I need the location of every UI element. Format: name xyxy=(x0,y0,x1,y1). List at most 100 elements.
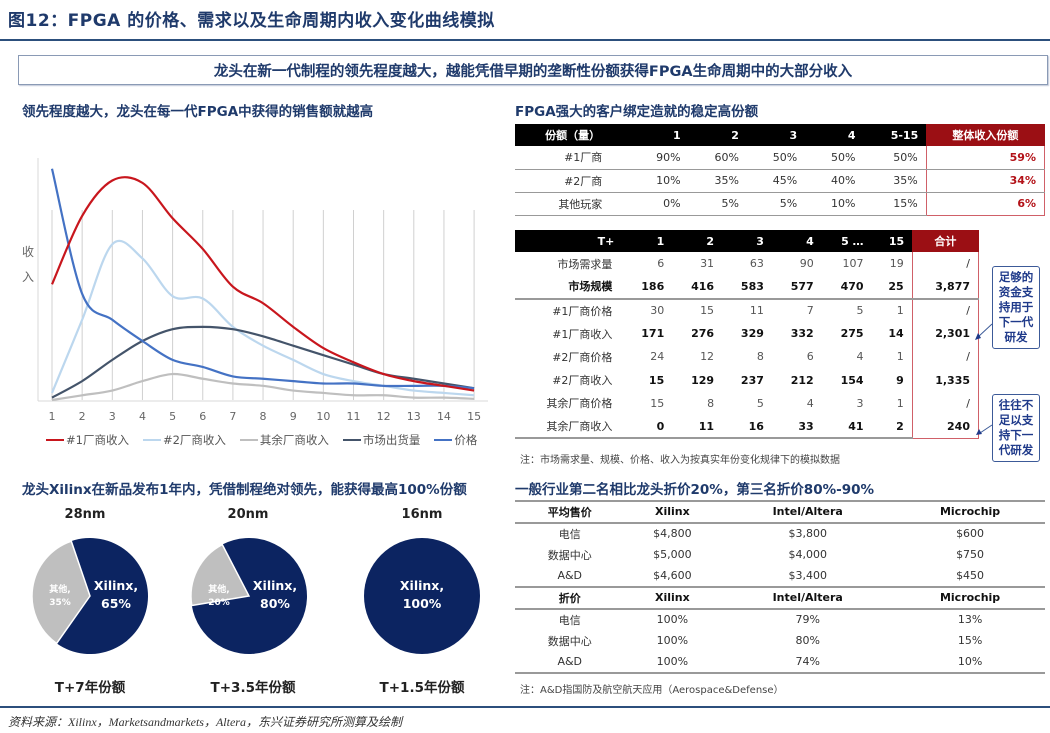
callout-line: 往往不 xyxy=(998,398,1034,412)
column-header: Microchip xyxy=(895,500,1045,524)
table-cell: 10% xyxy=(805,192,864,216)
table-cell: 2,301 xyxy=(911,321,980,346)
column-header: 4 xyxy=(805,124,864,146)
table-header-row: T+ 1 2 3 4 5 … 15 合计 xyxy=(515,230,979,252)
table-cell: 577 xyxy=(771,275,822,300)
column-header: 折价 xyxy=(515,586,625,610)
line-chart-title: 领先程度越大，龙头在每一代FPGA中获得的销售额就越高 xyxy=(22,104,374,120)
share-table-title: FPGA强大的客户绑定造就的稳定高份额 xyxy=(515,104,759,120)
table-cell: $450 xyxy=(956,569,985,583)
table-row: A&D $4,600 $3,400 $450 xyxy=(515,566,1045,588)
table-cell: 100% xyxy=(656,634,689,648)
table-cell: $600 xyxy=(956,527,985,541)
column-header: Microchip xyxy=(895,586,1045,610)
pie-other-pct: 35% xyxy=(49,598,71,608)
table-row: #2厂商收入 15 129 237 212 154 9 1,335 xyxy=(515,368,980,392)
table-cell: 35% xyxy=(688,169,747,193)
legend-label: 价格 xyxy=(454,433,478,447)
table-header-row: 份额（量） 1 2 3 4 5-15 整体收入份额 xyxy=(515,124,1045,146)
column-header: 合计 xyxy=(912,230,979,252)
pie-2-caption: T+3.5年份额 xyxy=(210,680,296,696)
pie-other-pct: 20% xyxy=(208,598,230,608)
table-cell: 59% xyxy=(925,146,1046,170)
table-cell: 25 xyxy=(871,275,913,300)
footer-divider xyxy=(0,706,1050,708)
table-row: #1厂商 90% 60% 50% 50% 50% 59% xyxy=(515,146,1046,170)
column-header: T+ xyxy=(515,230,623,252)
table-cell: 50% xyxy=(805,146,864,170)
line-chart: 1 2 3 4 5 6 7 8 9 10 11 12 13 14 15 xyxy=(37,158,488,423)
table-cell: 171 xyxy=(641,327,665,341)
title-divider xyxy=(0,39,1050,41)
table-cell: 470 xyxy=(821,275,872,300)
row-label: 其余厂商收入 xyxy=(515,415,623,440)
callout-line: 足以支 xyxy=(998,413,1034,427)
column-header: 4 xyxy=(771,230,822,252)
column-header: 5 … xyxy=(821,230,872,252)
table-row: 数据中心 100% 80% 15% xyxy=(515,630,1045,652)
table-row: 其余厂商价格 15 8 5 4 3 1 / xyxy=(515,391,980,416)
callout-line: 持下一 xyxy=(998,428,1034,442)
table-cell: 19 xyxy=(889,257,904,271)
pie-chart: 其他, 35% Xilinx, 65% xyxy=(31,538,149,654)
y-axis-label-2: 入 xyxy=(22,270,35,284)
column-header: 2 xyxy=(672,230,723,252)
pie-main-label: Xilinx, xyxy=(400,578,444,593)
table-cell: / xyxy=(911,252,980,276)
x-tick-label: 14 xyxy=(437,410,451,423)
series-line xyxy=(50,168,475,390)
table-cell: 80% xyxy=(795,634,820,648)
table-cell: 100% xyxy=(656,613,689,627)
table-cell: 11 xyxy=(672,415,723,440)
x-tick-label: 9 xyxy=(290,410,297,423)
row-label: #1厂商收入 xyxy=(552,327,613,341)
table-cell: $5,000 xyxy=(653,548,692,562)
table-cell: 3,877 xyxy=(911,275,980,300)
legend-label: 市场出货量 xyxy=(362,433,421,447)
table-cell: 212 xyxy=(790,373,814,387)
table-cell: 6% xyxy=(925,192,1046,216)
pie-other-label: 其他, xyxy=(49,583,70,595)
summary-banner: 龙头在新一代制程的领先程度越大，越能凭借早期的垄断性份额获得FPGA生命周期中的… xyxy=(18,55,1048,85)
table-row: 其他玩家 0% 5% 5% 10% 15% 6% xyxy=(515,192,1046,216)
x-tick-label: 15 xyxy=(467,410,481,423)
legend-item: #1厂商收入 xyxy=(46,432,129,448)
x-tick-label: 4 xyxy=(139,410,146,423)
table-cell: 79% xyxy=(795,613,820,627)
table-cell: 5% xyxy=(688,192,747,216)
table-cell: 276 xyxy=(691,327,715,341)
row-label: 市场需求量 xyxy=(557,257,613,271)
table-cell: 10% xyxy=(630,169,689,193)
table-cell: 11 xyxy=(749,304,764,318)
figure-title: 图12：FPGA 的价格、需求以及生命周期内收入变化曲线模拟 xyxy=(8,11,495,31)
table-cell: 8 xyxy=(707,396,715,410)
pie-chart: Xilinx, 100% xyxy=(364,538,480,654)
callout-sufficient-funds: 足够的 资金支 持用于 下一代 研发 xyxy=(992,266,1040,349)
table-cell: 5 xyxy=(856,304,864,318)
table-cell: 15% xyxy=(957,634,983,648)
table-cell: 1 xyxy=(896,304,904,318)
table-cell: / xyxy=(911,298,980,322)
table-cell: 13% xyxy=(957,613,983,627)
table-cell: 0% xyxy=(630,192,689,216)
table-header-row: 折价 Xilinx Intel/Altera Microchip xyxy=(515,586,1045,610)
legend-swatch-icon xyxy=(434,438,453,442)
price-table: 平均售价 Xilinx Intel/Altera Microchip 电信 $4,800 $… xyxy=(515,500,1045,674)
column-header: 平均售价 xyxy=(515,500,625,524)
table-cell: / xyxy=(911,345,980,369)
table-cell: 5% xyxy=(746,192,806,216)
row-label: A&D xyxy=(557,569,583,583)
pie-1-node: 28nm xyxy=(64,507,106,522)
column-header: 3 xyxy=(722,230,772,252)
column-header: 1 xyxy=(630,124,689,146)
row-label: 电信 xyxy=(558,613,581,627)
table-cell: 332 xyxy=(790,327,814,341)
legend-item: 其余厂商收入 xyxy=(239,432,329,448)
table-row: 电信 $4,800 $3,800 $600 xyxy=(515,523,1045,545)
row-label: 电信 xyxy=(558,527,581,541)
row-label: 其余厂商价格 xyxy=(546,397,613,411)
row-label: 数据中心 xyxy=(547,634,592,648)
table-cell: 24 xyxy=(650,350,665,364)
column-header: Xilinx xyxy=(624,500,721,524)
column-header: 1 xyxy=(622,230,673,252)
